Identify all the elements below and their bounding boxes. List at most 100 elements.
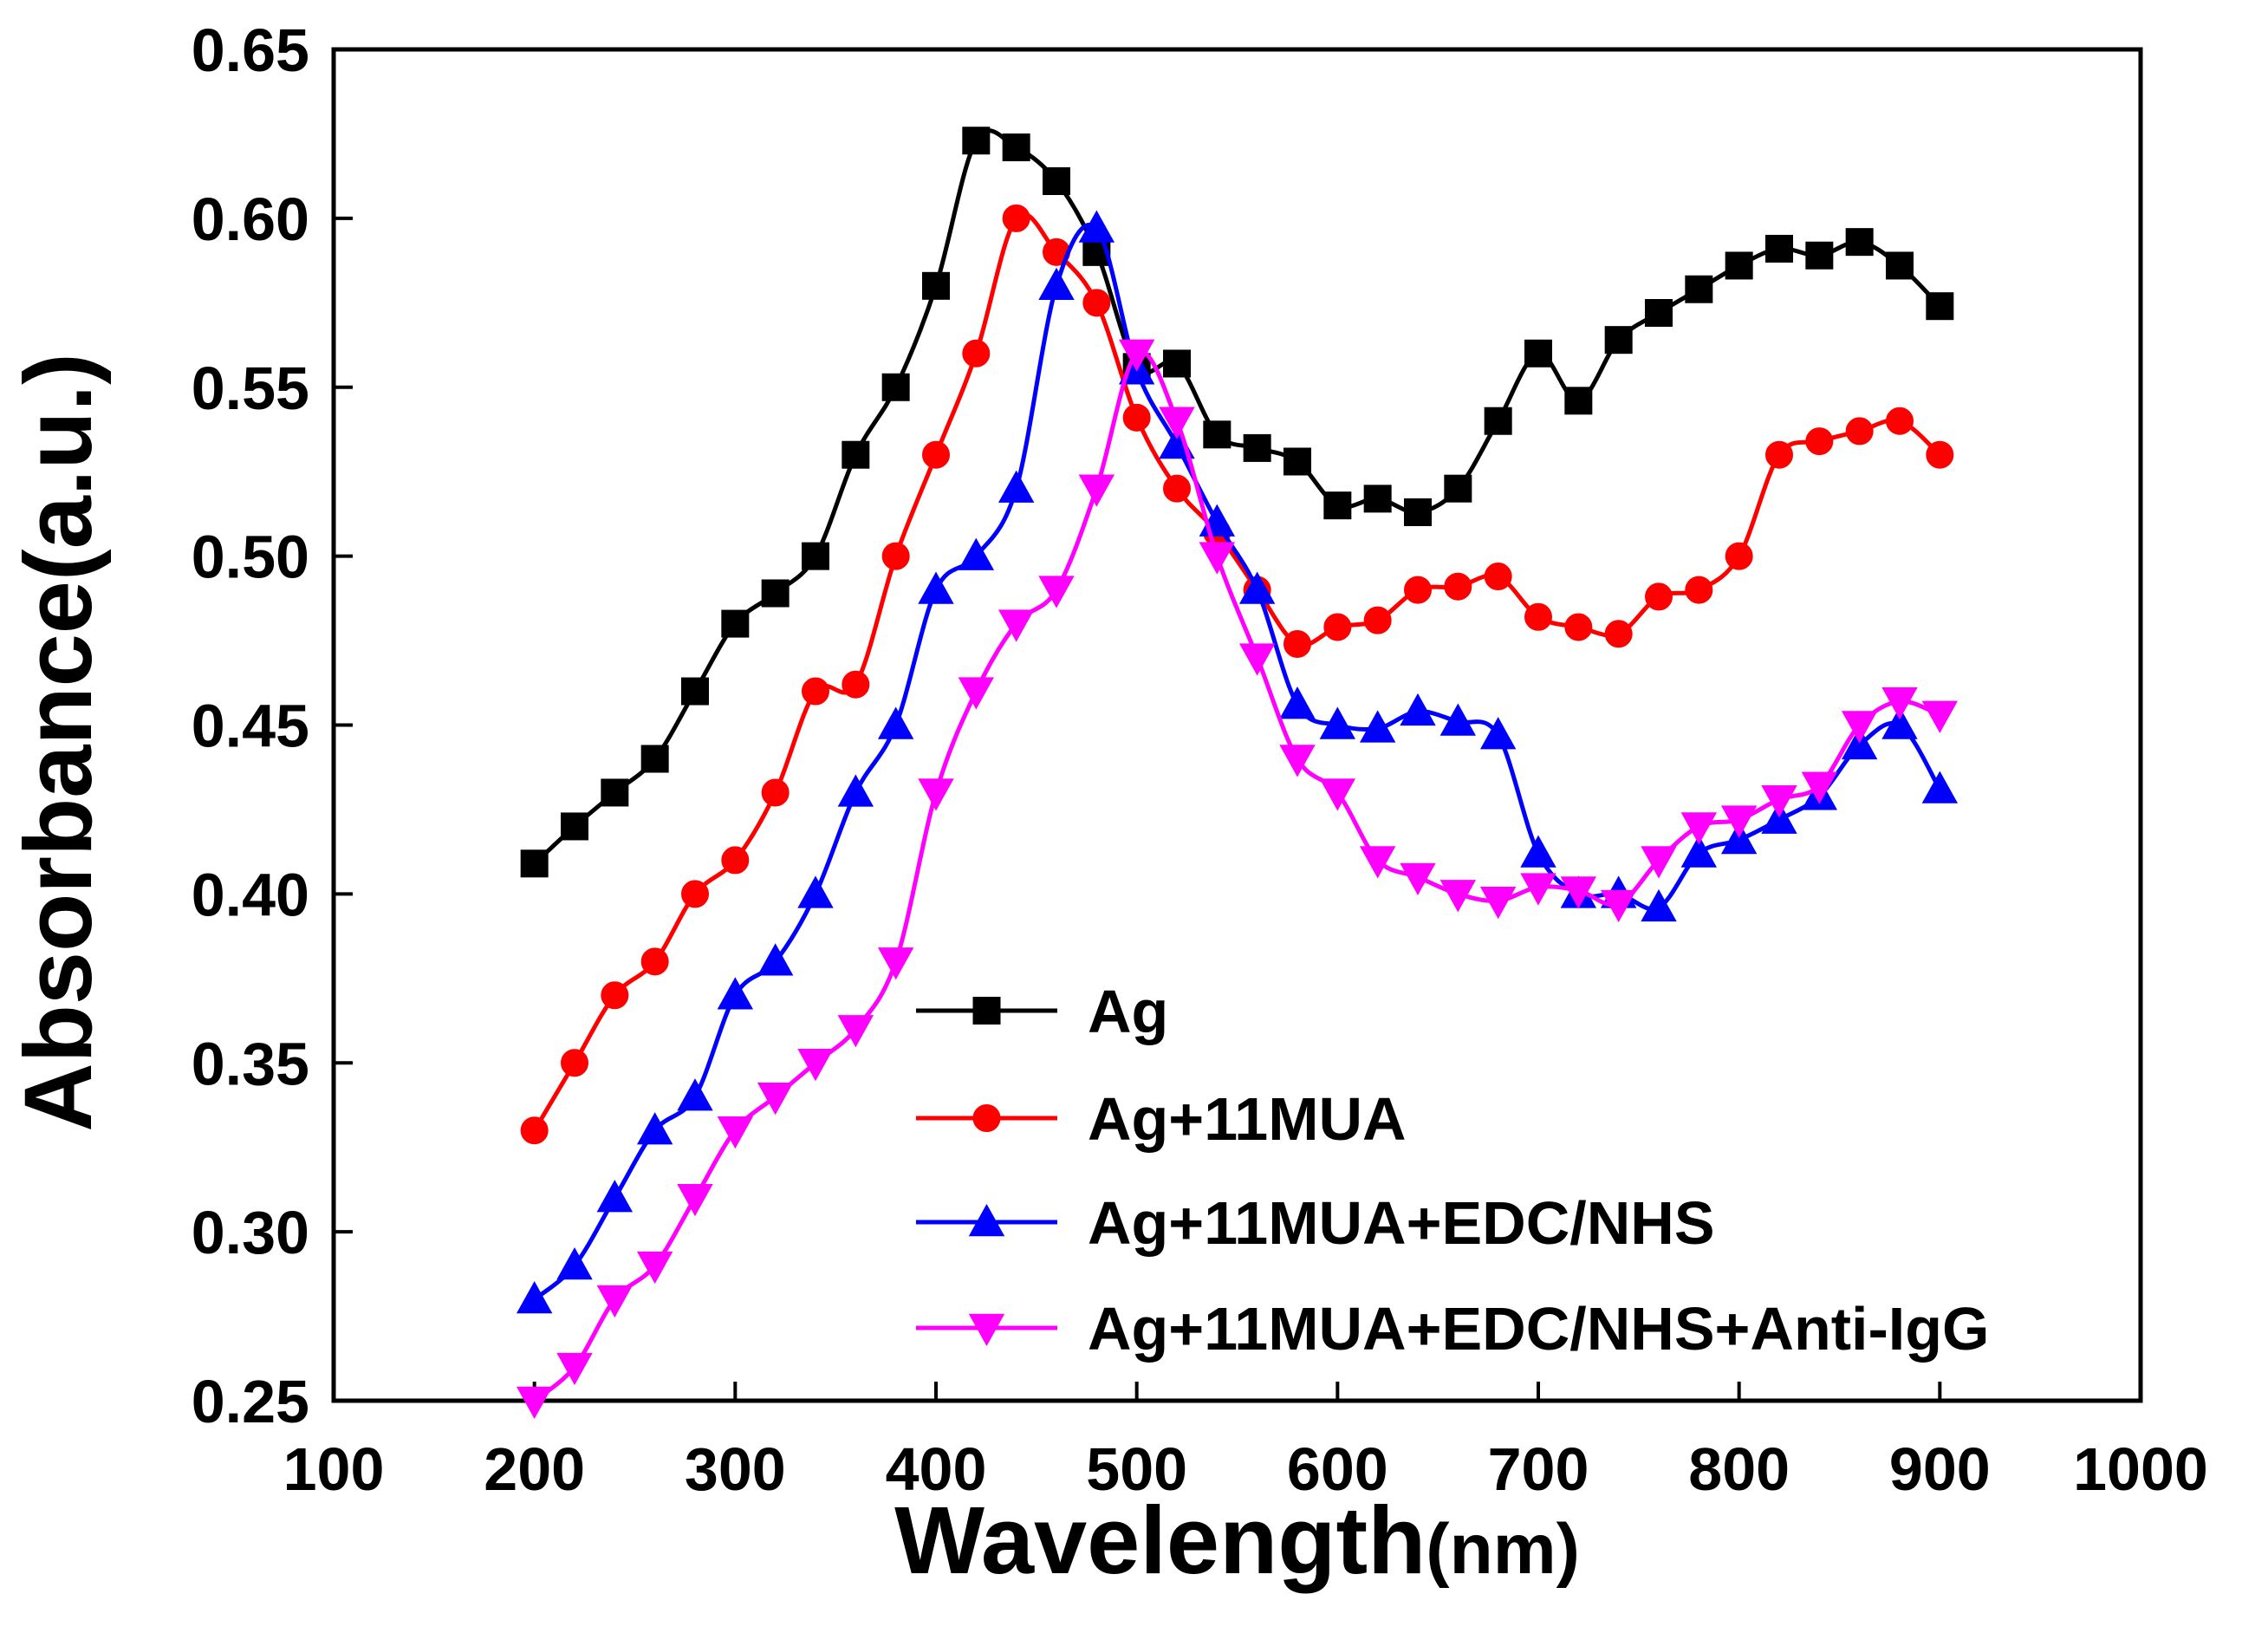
data-point bbox=[1685, 275, 1713, 303]
data-point bbox=[1279, 745, 1316, 777]
data-point bbox=[636, 1112, 673, 1145]
data-point bbox=[797, 1049, 834, 1082]
data-point bbox=[1604, 620, 1633, 648]
data-point bbox=[1159, 407, 1195, 439]
data-point bbox=[520, 849, 549, 878]
legend-entry: Ag+11MUA+EDC/NHS bbox=[916, 1189, 1715, 1257]
data-point bbox=[1921, 700, 1959, 733]
data-point bbox=[1163, 349, 1191, 378]
data-point bbox=[1203, 420, 1231, 449]
data-point bbox=[1122, 403, 1151, 432]
data-point bbox=[1600, 889, 1637, 923]
legend-marker bbox=[968, 1203, 1005, 1237]
legend: Ag Ag+11MUA Ag+11MUA+EDC/NHS Ag+11MUA+EDC/N… bbox=[916, 978, 1989, 1363]
data-point bbox=[1881, 706, 1918, 739]
data-point bbox=[516, 1386, 553, 1420]
data-point bbox=[596, 1285, 634, 1318]
data-point bbox=[1805, 427, 1834, 456]
data-point bbox=[918, 778, 954, 811]
data-point bbox=[1886, 407, 1914, 435]
data-point bbox=[1921, 771, 1959, 803]
data-point bbox=[1363, 485, 1392, 513]
data-point bbox=[958, 677, 995, 710]
x-tick-label: 1000 bbox=[2073, 1435, 2208, 1503]
y-tick-label: 0.25 bbox=[192, 1368, 309, 1435]
data-point bbox=[556, 1247, 593, 1280]
data-point bbox=[1484, 563, 1512, 591]
data-point bbox=[1323, 491, 1352, 520]
y-tick-label: 0.60 bbox=[192, 185, 309, 253]
data-point bbox=[520, 1116, 549, 1145]
data-point bbox=[962, 127, 991, 155]
data-point bbox=[1645, 299, 1673, 328]
data-point bbox=[998, 470, 1035, 503]
data-point bbox=[1841, 711, 1878, 744]
data-point bbox=[640, 947, 669, 976]
x-axis-title-main: Wavelength bbox=[894, 1487, 1426, 1594]
x-axis-title: Wavelength(nm) bbox=[894, 1487, 1580, 1594]
data-point bbox=[1359, 710, 1396, 743]
data-point bbox=[1082, 289, 1111, 317]
data-point bbox=[1404, 498, 1432, 526]
data-point bbox=[802, 677, 829, 706]
data-point bbox=[1479, 717, 1517, 750]
data-point bbox=[1444, 474, 1472, 503]
data-point bbox=[1238, 643, 1276, 676]
data-point bbox=[677, 1183, 713, 1217]
legend-entry: Ag+11MUA bbox=[916, 1085, 1407, 1153]
data-point bbox=[802, 542, 829, 570]
data-point bbox=[918, 571, 954, 604]
data-point bbox=[837, 1015, 874, 1048]
data-point bbox=[1926, 440, 1954, 469]
data-point bbox=[1043, 167, 1070, 196]
data-point bbox=[998, 609, 1035, 642]
x-tick-label: 200 bbox=[484, 1435, 585, 1503]
data-point bbox=[1841, 726, 1878, 760]
legend-entry: Ag+11MUA+EDC/NHS+Anti-IgG bbox=[916, 1295, 1989, 1363]
data-point bbox=[677, 1078, 713, 1111]
legend-marker bbox=[968, 1313, 1005, 1347]
y-tick-label: 0.65 bbox=[192, 16, 309, 84]
data-point bbox=[561, 812, 588, 841]
data-point bbox=[717, 977, 754, 1010]
data-point bbox=[1680, 812, 1718, 845]
data-point bbox=[681, 677, 709, 706]
data-point bbox=[1319, 706, 1356, 739]
data-point bbox=[1439, 880, 1477, 913]
data-point bbox=[962, 339, 991, 368]
data-point bbox=[1479, 886, 1517, 920]
legend-label: Ag bbox=[1088, 978, 1168, 1045]
data-point bbox=[640, 745, 669, 773]
data-point bbox=[1520, 873, 1556, 906]
x-tick-label: 700 bbox=[1488, 1435, 1589, 1503]
y-tick-label: 0.35 bbox=[192, 1030, 309, 1097]
legend-label: Ag+11MUA bbox=[1088, 1085, 1407, 1153]
data-point bbox=[881, 542, 910, 570]
legend-marker bbox=[972, 997, 1001, 1025]
y-tick-label: 0.50 bbox=[192, 524, 309, 591]
x-tick-label: 400 bbox=[886, 1435, 987, 1503]
x-tick-label: 600 bbox=[1287, 1435, 1388, 1503]
data-point bbox=[1243, 433, 1271, 462]
data-point bbox=[1520, 835, 1556, 868]
legend-label: Ag+11MUA+EDC/NHS bbox=[1088, 1189, 1715, 1257]
data-point bbox=[1685, 576, 1713, 604]
data-point bbox=[1404, 576, 1432, 604]
data-point bbox=[922, 440, 950, 469]
data-point bbox=[757, 943, 794, 976]
data-point bbox=[1323, 613, 1352, 641]
data-point bbox=[1484, 407, 1512, 435]
data-point bbox=[1118, 339, 1155, 372]
data-point bbox=[596, 1180, 634, 1213]
legend-label: Ag+11MUA+EDC/NHS+Anti-IgG bbox=[1088, 1295, 1989, 1363]
data-point bbox=[1641, 888, 1677, 922]
data-point bbox=[1725, 251, 1753, 280]
data-point bbox=[1805, 241, 1834, 270]
series-1 bbox=[520, 204, 1954, 1145]
y-axis-ticks: 0.25 0.30 0.35 0.40 0.45 0.50 0.55 0.60 0.65 bbox=[192, 16, 353, 1435]
data-point bbox=[1199, 542, 1236, 575]
data-point bbox=[1720, 821, 1758, 855]
